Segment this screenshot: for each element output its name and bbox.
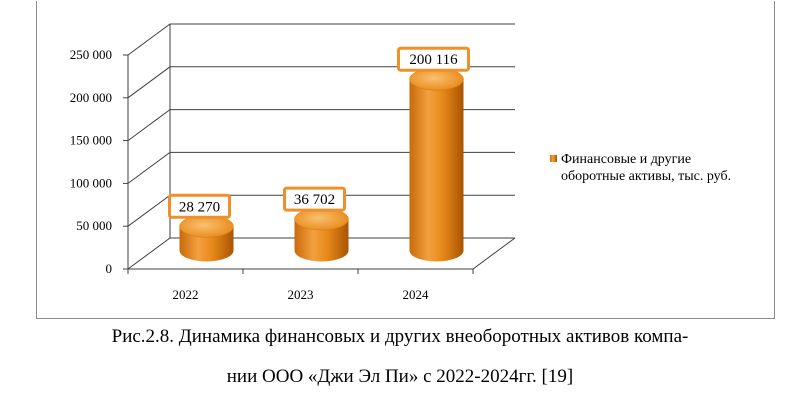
x-tick-label: 2023 [288,287,314,302]
legend-swatch [550,155,557,162]
figure-caption-line1: Рис.2.8. Динамика финансовых и других вн… [111,326,689,347]
y-tick-label: 50 000 [76,218,112,233]
y-tick-label: 0 [106,261,113,276]
legend-label-line2: оборотные активы, тыс. руб. [561,169,731,184]
x-tick-label: 2024 [403,287,430,302]
bar-body [409,79,464,262]
figure-caption-line2: нии ООО «Джи Эл Пи» с 2022-2024гг. [19] [226,366,574,387]
bar-cylinder [409,67,464,262]
legend-label-line1: Финансовые и другие [561,152,691,167]
label-layer: 28 270 36 702 200 116 [168,46,470,219]
x-tick-label: 2022 [173,287,199,302]
data-label-box [397,46,470,72]
data-label: 36 702 [294,192,335,208]
y-tick-label: 200 000 [70,90,112,105]
chart-plot: 0 50 000 100 000 150 000 200 000 250 000 2022 2… [70,23,731,302]
bar-layer [179,67,464,262]
data-label-box [283,186,346,212]
legend: Финансовые и другие оборотные активы, ты… [550,152,731,184]
y-tick-label: 100 000 [70,175,112,190]
data-label-box [168,193,231,219]
y-tick-label: 150 000 [70,133,112,148]
bar-cylinder [179,215,234,262]
data-label: 200 116 [409,52,458,68]
chart-frame [36,1,775,319]
bar-cylinder [294,207,349,262]
y-tick-label: 250 000 [70,47,112,62]
bar-body [294,219,349,262]
data-label: 28 270 [179,199,220,215]
